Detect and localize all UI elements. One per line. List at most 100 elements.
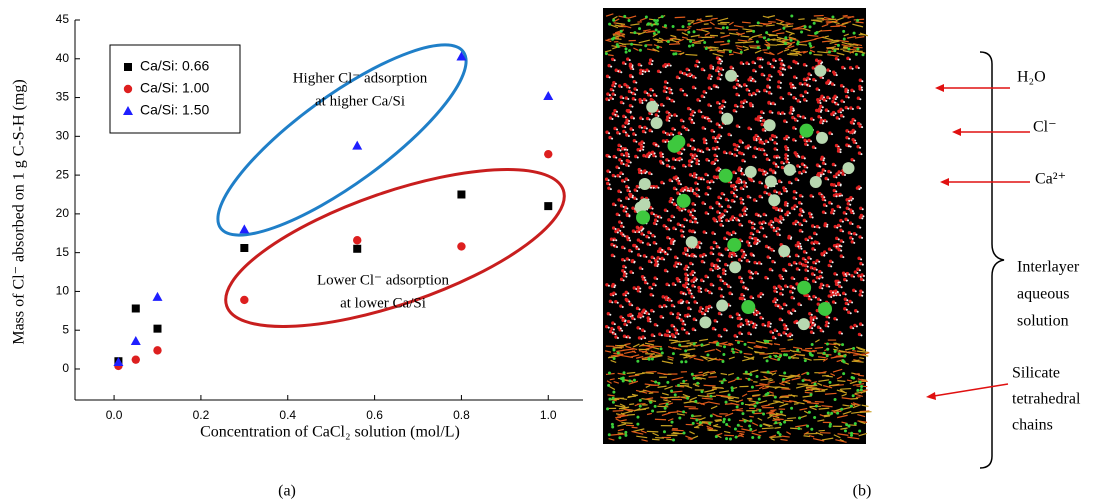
water-atom (830, 172, 832, 174)
water-atom (634, 93, 636, 95)
water-atom (610, 188, 612, 190)
atom (684, 360, 687, 363)
silicate-bond (858, 375, 864, 376)
water-atom (668, 284, 670, 286)
atom (623, 371, 626, 374)
water-atom (727, 200, 729, 202)
water-atom (684, 324, 686, 326)
water-atom (790, 312, 792, 314)
atom (710, 414, 713, 417)
water-atom (759, 312, 761, 314)
water-atom (733, 192, 735, 194)
water-atom (626, 273, 628, 275)
water-atom (639, 291, 641, 293)
water-atom (616, 246, 618, 248)
water-atom (761, 182, 763, 184)
water-atom (837, 291, 839, 293)
atom (842, 359, 845, 362)
water-atom (729, 305, 731, 307)
calcium-ion (799, 124, 813, 138)
water-atom (848, 97, 850, 99)
atom (608, 398, 611, 401)
water-atom (774, 103, 776, 105)
water-atom (624, 181, 626, 183)
water-atom (660, 217, 662, 219)
water-atom (801, 173, 803, 175)
water-atom (622, 233, 624, 235)
atom (815, 405, 818, 408)
water-atom (628, 198, 630, 200)
water-atom (653, 311, 655, 313)
water-atom (793, 298, 795, 300)
water-atom (696, 222, 698, 224)
atom (617, 351, 620, 354)
water-atom (673, 305, 675, 307)
x-tick-label: 0.0 (106, 408, 123, 422)
water-atom (694, 112, 696, 114)
annotation: Lower Cl⁻ adsorption (317, 272, 450, 288)
water-atom (763, 112, 765, 114)
water-atom (679, 224, 681, 226)
water-atom (680, 133, 682, 135)
water-atom (835, 113, 837, 115)
water-atom (850, 199, 852, 201)
water-atom (834, 102, 836, 104)
atom (850, 405, 853, 408)
atom (661, 15, 664, 18)
water-atom (694, 87, 696, 89)
water-atom (735, 172, 737, 174)
water-atom (814, 249, 816, 251)
water-atom (720, 313, 722, 315)
water-atom (775, 163, 777, 165)
water-atom (697, 66, 699, 68)
atom (813, 22, 816, 25)
silicate-bond (813, 55, 822, 56)
water-atom (763, 74, 765, 76)
silicate-bond (615, 33, 624, 34)
water-atom (635, 82, 637, 84)
water-atom (745, 254, 747, 256)
water-atom (636, 198, 638, 200)
silicate-bond (680, 346, 691, 347)
water-atom (677, 333, 679, 335)
water-atom (667, 82, 669, 84)
water-atom (747, 147, 749, 149)
water-atom (655, 243, 657, 245)
water-atom (620, 191, 622, 193)
calcium-ion (677, 194, 691, 208)
water-atom (703, 262, 705, 264)
water-atom (742, 324, 744, 326)
water-atom (694, 231, 696, 233)
water-atom (857, 311, 859, 313)
water-atom (715, 242, 717, 244)
atom (856, 19, 859, 22)
calcium-ion (671, 135, 685, 149)
water-atom (752, 78, 754, 80)
silicate-bond (799, 44, 807, 45)
water-atom (628, 301, 630, 303)
water-atom (707, 276, 709, 278)
water-atom (626, 324, 628, 326)
water-atom (698, 61, 700, 63)
data-point (132, 304, 140, 312)
water-atom (776, 157, 778, 159)
water-atom (861, 86, 863, 88)
water-atom (629, 337, 631, 339)
atom (625, 47, 628, 50)
chloride-ion (784, 164, 796, 176)
silicate-bond (617, 345, 627, 346)
water-atom (746, 101, 748, 103)
water-atom (785, 270, 787, 272)
atom (612, 401, 615, 404)
water-atom (782, 68, 784, 70)
atom (784, 36, 787, 39)
water-atom (673, 241, 675, 243)
silicate-bond (719, 381, 727, 382)
water-atom (782, 74, 784, 76)
water-atom (711, 306, 713, 308)
water-atom (843, 101, 845, 103)
water-atom (642, 149, 644, 151)
water-atom (705, 92, 707, 94)
water-atom (811, 314, 813, 316)
silicate-bond (744, 374, 750, 375)
